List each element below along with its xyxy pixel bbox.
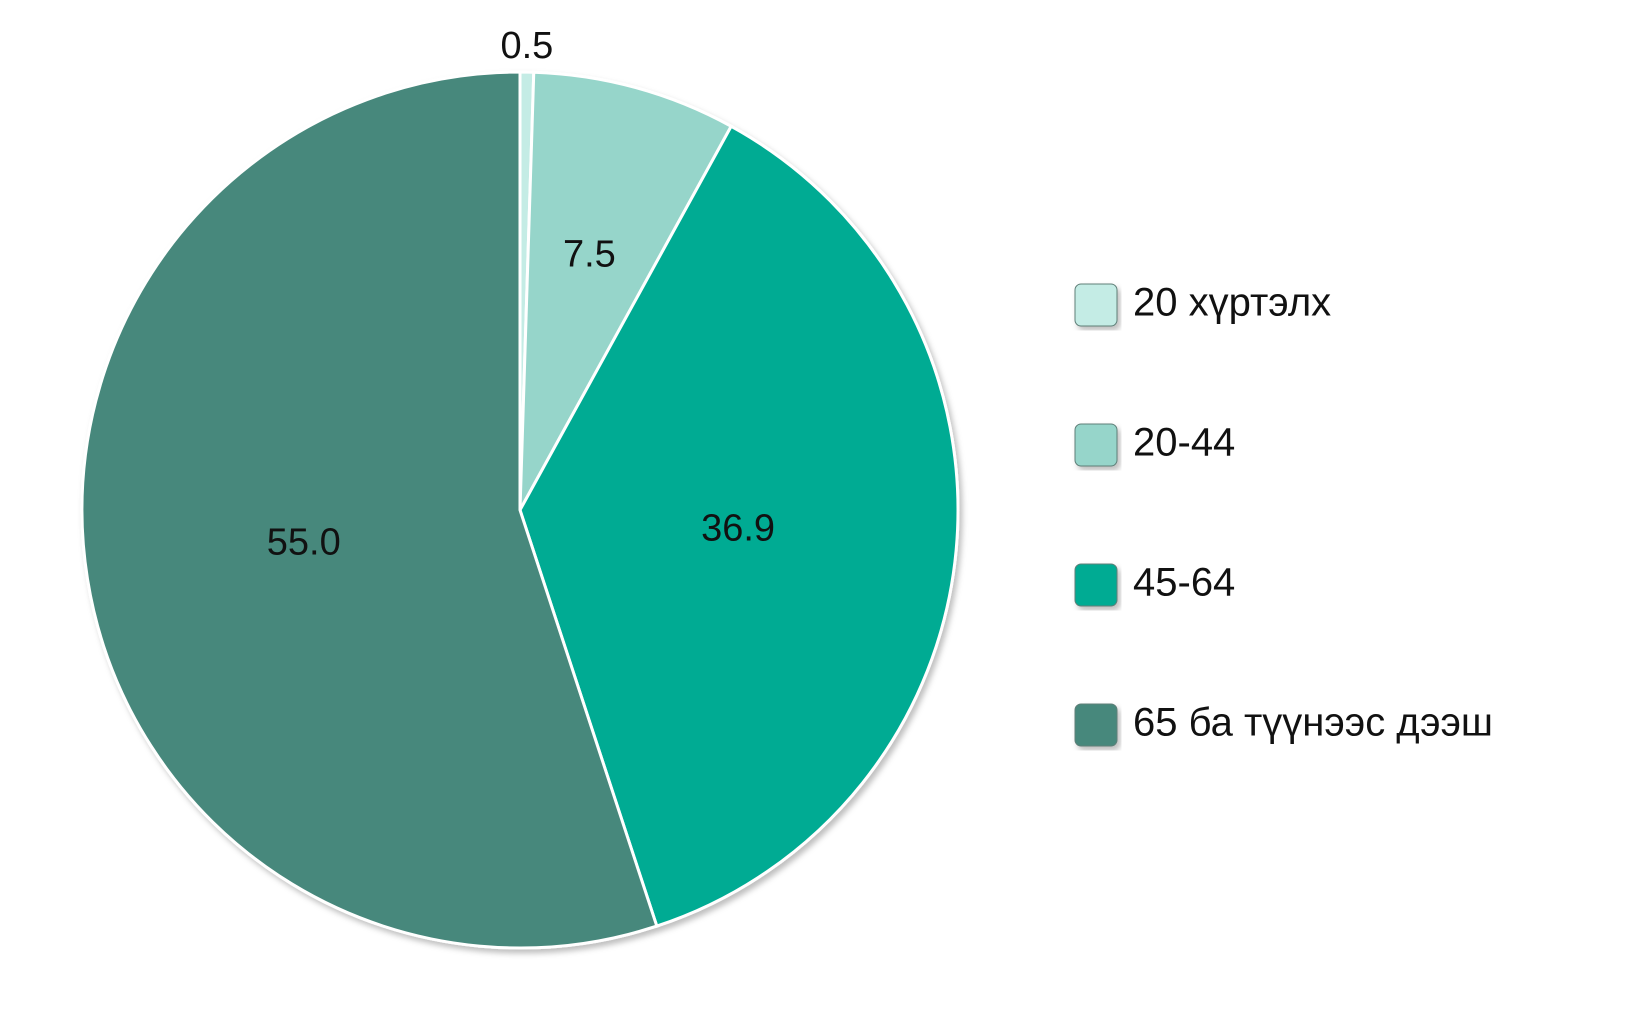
legend-swatch-1 <box>1074 283 1118 327</box>
pie-data-label-2: 7.5 <box>563 234 616 276</box>
pie-slice-4 <box>80 70 659 950</box>
legend-swatch-2 <box>1074 423 1118 467</box>
legend-swatch-3 <box>1074 563 1118 607</box>
pie-data-labels: 0.5 7.5 36.9 55.0 <box>267 25 775 564</box>
pie-slice-3 <box>518 124 960 928</box>
pie-slices <box>80 70 960 950</box>
pie-data-label-3: 36.9 <box>701 507 775 549</box>
legend-label-1: 20 хүртэлх <box>1133 281 1331 325</box>
legend-label-2: 20-44 <box>1133 421 1235 465</box>
legend-swatch-4 <box>1074 703 1118 747</box>
pie-slice-2 <box>518 70 734 511</box>
pie-data-label-1: 0.5 <box>500 25 553 67</box>
legend-label-4: 65 ба түүнээс дээш <box>1133 701 1493 745</box>
pie-data-label-4: 55.0 <box>267 522 341 564</box>
legend: 20 хүртэлх 20-44 45-64 65 ба түүнээс дээш <box>1074 281 1493 747</box>
legend-label-3: 45-64 <box>1133 561 1235 605</box>
